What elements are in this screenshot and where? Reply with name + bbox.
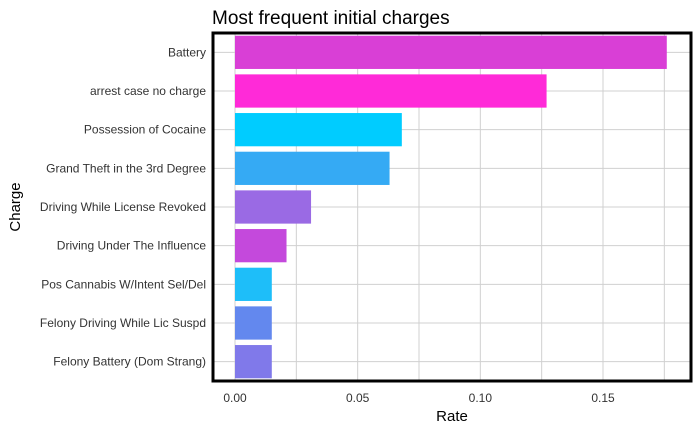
bar	[235, 306, 272, 340]
bar	[235, 190, 312, 224]
category-label: Felony Driving While Lic Suspd	[40, 316, 206, 330]
category-label: Possession of Cocaine	[84, 123, 206, 137]
x-axis-title: Rate	[436, 408, 468, 425]
category-label: Grand Theft in the 3rd Degree	[46, 161, 206, 175]
y-axis-title: Charge	[7, 182, 24, 231]
x-tick-label: 0.15	[591, 391, 615, 405]
bar	[235, 74, 547, 108]
x-tick-label: 0.10	[469, 391, 493, 405]
bar	[235, 35, 667, 69]
category-label: Felony Battery (Dom Strang)	[53, 355, 206, 369]
bar	[235, 267, 272, 301]
bar	[235, 229, 287, 263]
category-label: Pos Cannabis W/Intent Sel/Del	[41, 277, 206, 291]
category-label: Driving While License Revoked	[40, 200, 206, 214]
bar	[235, 151, 390, 185]
category-label: Driving Under The Influence	[57, 239, 207, 253]
bar	[235, 345, 272, 379]
x-tick-label: 0.05	[346, 391, 370, 405]
chart-title: Most frequent initial charges	[212, 8, 450, 29]
bar	[235, 113, 402, 147]
panel-border	[211, 31, 693, 383]
category-label: arrest case no charge	[90, 84, 206, 98]
category-label: Battery	[168, 45, 206, 59]
x-tick-labels: 0.00 0.05 0.10 0.15	[223, 391, 615, 405]
x-tick-label: 0.00	[223, 391, 247, 405]
category-labels: Battery arrest case no charge Possession o…	[40, 45, 206, 368]
bars	[235, 35, 667, 379]
